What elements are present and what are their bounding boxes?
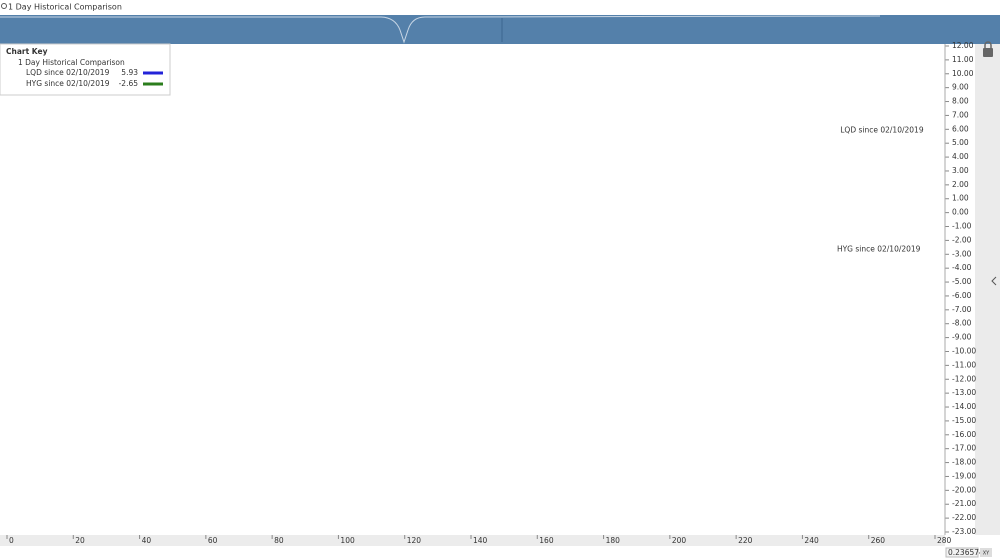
y-tick-label: -6.00 [952,291,972,300]
y-tick-label: 6.00 [952,124,969,133]
y-tick-label: -16.00 [952,430,976,439]
x-tick-label: 260 [871,536,886,545]
y-tick-label: 8.00 [952,97,969,106]
x-tick-label: 280 [937,536,952,545]
y-tick-label: -9.00 [952,333,972,342]
key-value: 5.93 [121,68,138,77]
y-tick-label: -4.00 [952,263,972,272]
readout-mode-box[interactable] [980,548,992,557]
lock-shackle [984,41,992,48]
x-tick-label: 120 [407,536,422,545]
y-tick-label: -3.00 [952,249,972,258]
y-tick-label: -15.00 [952,416,976,425]
y-tick-label: -1.00 [952,222,972,231]
series-end-label: LQD since 02/10/2019 [840,125,924,134]
x-axis-panel [0,535,945,546]
x-tick-label: 180 [606,536,621,545]
y-tick-label: 11.00 [952,55,974,64]
x-tick-label: 160 [539,536,554,545]
y-axis-panel [945,44,975,535]
key-swatch [143,71,163,75]
y-tick-label: 12.00 [952,41,974,50]
y-tick-label: -18.00 [952,458,976,467]
y-tick-label: -22.00 [952,513,976,522]
x-tick-label: 20 [75,536,85,545]
readout-box [945,547,979,558]
y-tick-label: -19.00 [952,471,976,480]
key-subtitle: 1 Day Historical Comparison [18,58,125,67]
x-tick-label: 140 [473,536,488,545]
navigator[interactable] [0,15,1000,44]
chart-key [0,43,171,96]
y-tick-label: 0.00 [952,208,969,217]
x-tick-label: 200 [672,536,687,545]
y-tick-label: -13.00 [952,388,976,397]
x-tick-label: 100 [340,536,355,545]
key-title: Chart Key [6,47,48,56]
y-tick-label: -5.00 [952,277,972,286]
x-tick-label: 240 [804,536,819,545]
header-title: 1 Day Historical Comparison [8,3,122,12]
key-name: LQD since 02/10/2019 [26,68,110,77]
header-icon[interactable] [1,3,7,9]
y-tick-label: -14.00 [952,402,976,411]
y-tick-label: -12.00 [952,374,976,383]
readout-mode: XY [983,551,990,557]
series-end-label: HYG since 02/10/2019 [837,244,921,253]
navigator-line [0,15,881,44]
y-tick-label: -7.00 [952,305,972,314]
x-tick-label: 80 [274,536,284,545]
y-tick-label: -8.00 [952,319,972,328]
y-tick-label: -20.00 [952,485,976,494]
x-tick-label: 220 [738,536,753,545]
key-swatch [143,82,163,86]
y-tick-label: 7.00 [952,110,969,119]
y-tick-label: 5.00 [952,138,969,147]
y-tick-label: 3.00 [952,166,969,175]
side-panel [975,44,1000,535]
y-tick-label: -2.00 [952,235,972,244]
y-tick-label: -11.00 [952,360,976,369]
lock-icon[interactable] [983,48,993,57]
y-tick-label: 9.00 [952,83,969,92]
y-tick-label: 2.00 [952,180,969,189]
y-tick-label: -10.00 [952,346,976,355]
y-tick-label: 4.00 [952,152,969,161]
key-value: -2.65 [119,79,139,88]
readout-value: 0.2365741 [948,548,989,557]
y-tick-label: -17.00 [952,444,976,453]
x-tick-label: 40 [142,536,152,545]
collapse-arrow[interactable] [991,276,997,286]
y-tick-label: -23.00 [952,527,976,536]
x-tick-label: 60 [208,536,218,545]
footer [0,546,1000,560]
y-tick-label: 1.00 [952,194,969,203]
y-tick-label: 10.00 [952,69,974,78]
y-tick-label: -21.00 [952,499,976,508]
key-name: HYG since 02/10/2019 [26,79,110,88]
x-tick-label: 0 [9,536,14,545]
header-bar [0,0,1000,15]
